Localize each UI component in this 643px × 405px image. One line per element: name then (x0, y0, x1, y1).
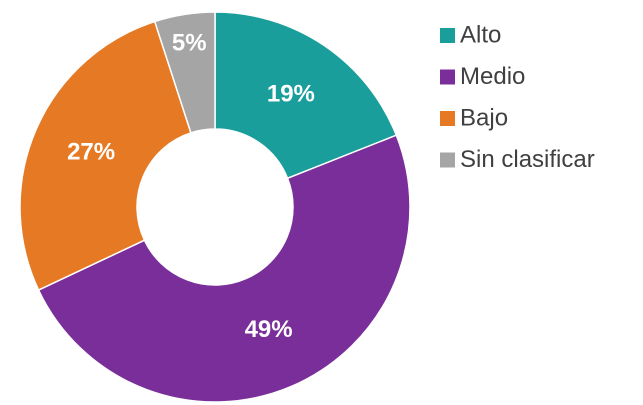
value-label: 27% (67, 139, 115, 166)
legend-label: Alto (460, 21, 501, 48)
donut-segment (214, 11, 398, 180)
donut-segment (19, 20, 192, 292)
legend-swatch (440, 69, 455, 85)
legend-label: Medio (460, 63, 525, 90)
legend-label: Sin clasificar (460, 146, 595, 173)
donut-segment (37, 134, 411, 403)
legend-label: Bajo (460, 104, 508, 131)
legend-swatch (440, 111, 455, 126)
donut-segment (153, 11, 216, 134)
value-label: 5% (172, 29, 207, 56)
value-label: 49% (245, 316, 293, 343)
value-label: 19% (267, 81, 315, 108)
legend-swatch (440, 28, 455, 43)
legend-swatch (440, 152, 455, 168)
